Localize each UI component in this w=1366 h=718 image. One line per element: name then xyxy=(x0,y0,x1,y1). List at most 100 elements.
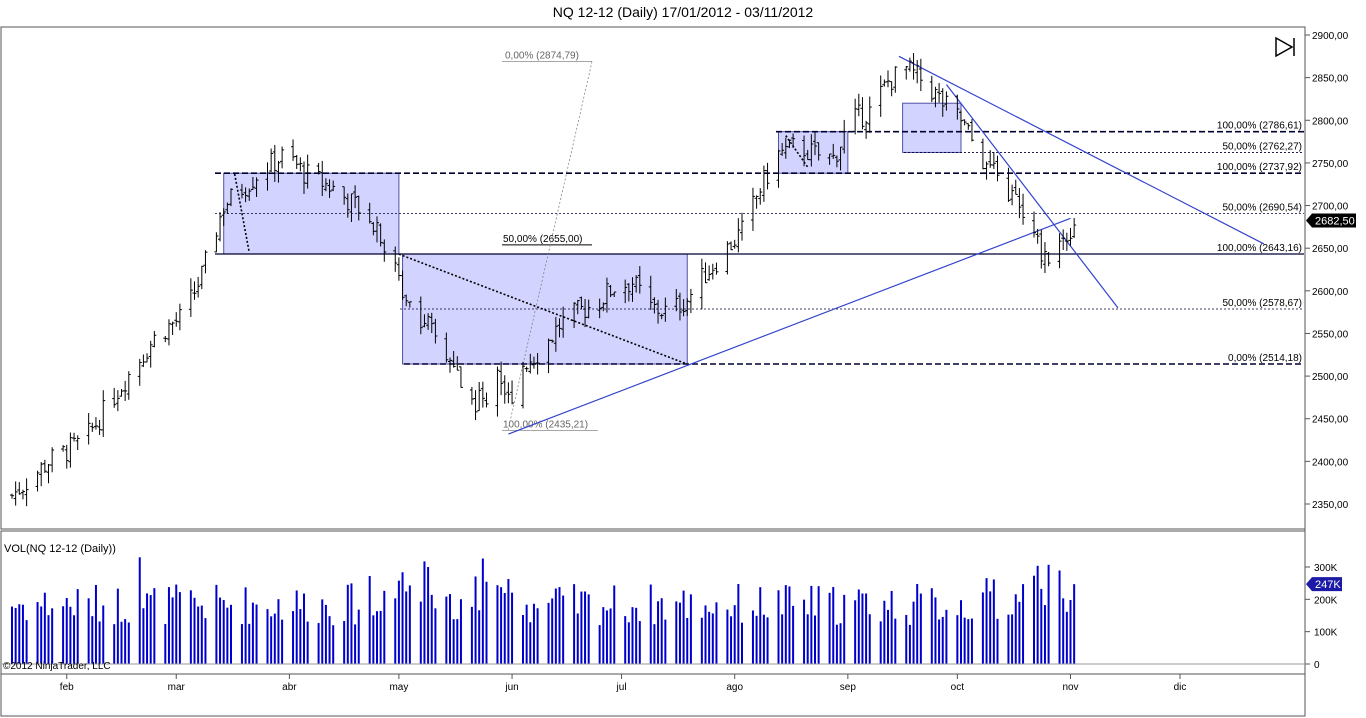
volume-bar xyxy=(792,605,795,664)
volume-bar xyxy=(419,601,422,664)
volume-bar xyxy=(14,607,17,664)
volume-bar xyxy=(511,592,514,664)
volume-bar xyxy=(784,585,787,664)
volume-bar xyxy=(40,606,43,664)
volume-bar xyxy=(193,597,196,664)
volume-bar xyxy=(113,624,116,664)
volume-bar xyxy=(919,593,922,664)
volume-bar xyxy=(452,619,455,664)
volume-bar xyxy=(1014,594,1017,664)
fibonacci-label: 100,00% (2737,92) xyxy=(1217,162,1302,173)
volume-bar xyxy=(657,601,660,664)
fibonacci-label: 100,00% (2643,16) xyxy=(1217,243,1302,254)
volume-bar xyxy=(649,584,652,664)
volume-bar xyxy=(741,622,743,664)
volume-bar xyxy=(507,579,510,664)
volume-bar xyxy=(992,579,995,664)
volume-bar xyxy=(908,624,911,664)
retracement-label: 0,00% (2874,79) xyxy=(505,50,579,61)
volume-bar xyxy=(321,599,324,664)
volume-bar xyxy=(613,585,616,664)
retracement-label: 50,00% (2655,00) xyxy=(503,234,583,245)
x-tick-label: dic xyxy=(1174,682,1187,693)
x-tick-label: feb xyxy=(60,682,74,693)
retracement-connector xyxy=(507,61,593,431)
fibonacci-label: 50,00% (2762,27) xyxy=(1222,141,1302,152)
highlight-boxes xyxy=(223,102,962,365)
volume-bar xyxy=(197,606,200,664)
skip-forward-icon[interactable] xyxy=(1275,36,1295,58)
y-tick-label: 2750,00 xyxy=(1312,159,1349,170)
volume-bar xyxy=(1018,601,1021,664)
v-tick-label: 100K xyxy=(1314,628,1338,639)
volume-bar xyxy=(47,615,50,664)
volume-bar xyxy=(1011,614,1014,664)
volume-bar xyxy=(868,614,871,664)
volume-bar xyxy=(817,586,820,664)
volume-bar xyxy=(916,583,919,664)
volume-bar xyxy=(397,580,400,664)
volume-bar xyxy=(945,609,948,664)
volume-bar xyxy=(660,598,663,664)
volume-bar xyxy=(445,596,448,664)
volume-bar xyxy=(832,587,835,664)
volume-bar xyxy=(737,584,740,664)
volume-bar xyxy=(1073,584,1076,664)
y-tick-label: 2350,00 xyxy=(1312,500,1349,511)
price-bars xyxy=(10,53,1077,507)
volume-bar xyxy=(456,619,459,664)
chart-title: NQ 12-12 (Daily) 17/01/2012 - 03/11/2012 xyxy=(552,4,814,20)
volume-bar xyxy=(332,625,335,664)
volume-bar xyxy=(240,624,243,664)
volume-bar xyxy=(295,590,298,664)
last-price-label: 2682,50 xyxy=(1315,215,1355,227)
volume-bar xyxy=(346,584,349,664)
volume-bar xyxy=(1069,600,1072,664)
volume-bar xyxy=(700,617,703,664)
volume-bar xyxy=(357,609,360,664)
volume-bar xyxy=(394,598,397,664)
volume-bar xyxy=(755,615,758,664)
volume-bar xyxy=(726,609,729,664)
volume-bar xyxy=(244,587,247,664)
volume-bar xyxy=(292,611,295,664)
volume-bar xyxy=(934,597,937,664)
volume-bar xyxy=(708,611,711,664)
volume-bar xyxy=(167,587,170,664)
volume-bar xyxy=(350,583,353,664)
volume-bar xyxy=(94,584,97,664)
volume-bar xyxy=(434,608,437,664)
volume-bar xyxy=(686,617,689,664)
volume-bar xyxy=(226,607,229,664)
price-axis: 2350,00 2400,00 2450,00 2500,00 2550,00 2600,… xyxy=(1305,31,1349,511)
last-volume-label: 247K xyxy=(1315,579,1341,591)
volume-bar xyxy=(277,599,280,664)
volume-bar xyxy=(21,604,24,664)
volume-bar xyxy=(251,602,254,664)
volume-bar xyxy=(529,622,532,664)
volume-bar xyxy=(500,587,503,664)
volume-bar xyxy=(704,605,707,664)
volume-bar xyxy=(73,615,76,664)
volume-bar xyxy=(887,609,889,664)
volume-bar xyxy=(248,623,251,664)
volume-bar xyxy=(536,608,539,664)
volume-bar xyxy=(627,622,630,664)
volume-bar xyxy=(905,614,908,664)
volume-bar xyxy=(1043,605,1046,664)
volume-bar xyxy=(956,615,959,664)
volume-bar xyxy=(324,604,327,664)
bottom-strip xyxy=(0,673,1306,717)
volume-bar xyxy=(580,591,583,664)
volume-bar xyxy=(803,599,806,664)
volume-bar xyxy=(664,619,667,664)
trend-line xyxy=(398,253,688,365)
volume-bar xyxy=(835,624,838,664)
volume-bar xyxy=(624,616,627,664)
volume-bar xyxy=(408,585,411,664)
volume-bar xyxy=(894,618,897,664)
volume-bar xyxy=(981,592,984,664)
trend-line xyxy=(945,84,1119,309)
volume-bar xyxy=(481,558,484,664)
